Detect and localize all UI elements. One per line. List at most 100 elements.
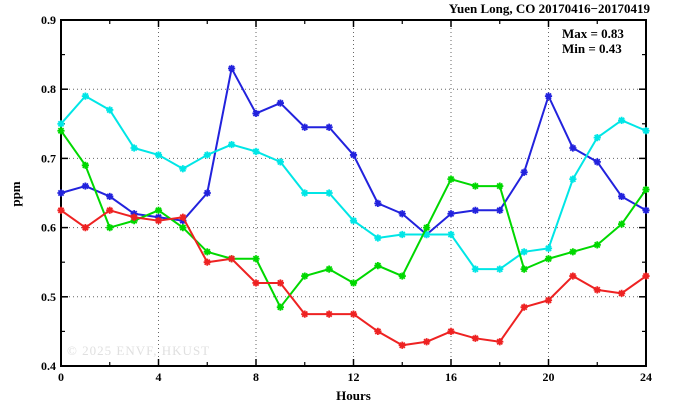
max-value-label: Max = 0.83	[562, 26, 624, 41]
series-red-marker	[301, 310, 309, 318]
series-cyan-marker	[398, 230, 406, 239]
series-cyan-line	[60, 95, 647, 271]
series-cyan-marker	[252, 147, 260, 156]
y-tick-label: 0.9	[41, 13, 56, 27]
series-blue-marker	[203, 189, 211, 197]
x-tick-label: 12	[348, 370, 360, 384]
series-blue-marker	[106, 192, 114, 201]
series-red-marker	[106, 206, 114, 214]
series-cyan-marker	[569, 175, 577, 183]
series-red-marker	[569, 272, 577, 280]
series-blue-marker	[618, 192, 626, 201]
series-red-marker	[642, 272, 650, 280]
series-green-marker	[179, 224, 187, 232]
minmax-legend: Max = 0.83 Min = 0.43	[562, 26, 624, 56]
series-cyan-marker	[57, 120, 65, 128]
series-blue-marker	[398, 210, 406, 218]
series-cyan-marker	[203, 151, 211, 159]
series-cyan-marker	[593, 134, 601, 142]
min-value-label: Min = 0.43	[562, 41, 622, 56]
series-red-marker	[544, 296, 553, 304]
series-red-marker	[471, 334, 479, 342]
series-green-marker	[593, 241, 601, 249]
series-blue-marker	[57, 189, 65, 197]
series-red-marker	[349, 310, 358, 318]
series-green-marker	[544, 255, 553, 263]
series-red-marker	[276, 279, 284, 287]
series-green-marker	[374, 262, 382, 270]
series-red-marker	[618, 289, 626, 297]
series-blue-marker	[349, 151, 358, 159]
series-cyan-marker	[618, 116, 626, 124]
series-cyan-marker	[325, 189, 333, 197]
series-red-marker	[179, 213, 187, 221]
series-green-marker	[252, 255, 260, 263]
series-cyan-marker	[374, 234, 382, 242]
series-red-marker	[447, 327, 455, 335]
series-green-marker	[423, 224, 431, 232]
x-axis-label: Hours	[336, 388, 371, 403]
series-red-marker	[398, 341, 406, 349]
x-tick-label: 16	[445, 370, 457, 384]
series-green-marker	[325, 265, 333, 273]
series-cyan-marker	[496, 265, 504, 273]
y-tick-label: 0.5	[41, 290, 56, 304]
watermark: © 2025 ENVF, HKUST	[67, 343, 211, 358]
series-cyan-marker	[228, 140, 236, 149]
series-cyan-marker	[447, 230, 455, 239]
series-red-marker	[423, 338, 431, 346]
series-blue-marker	[569, 144, 577, 152]
y-tick-label: 0.4	[41, 359, 56, 373]
series-cyan-marker	[154, 151, 163, 159]
series-red-marker	[520, 303, 528, 311]
series-cyan-marker	[301, 189, 309, 197]
series-blue-marker	[496, 206, 504, 214]
series-green-marker	[569, 248, 577, 256]
x-tick-label: 24	[640, 370, 652, 384]
series-red-marker	[57, 206, 65, 214]
series-cyan-marker	[276, 158, 284, 166]
series-red-marker	[228, 255, 236, 263]
series-green-marker	[642, 185, 650, 194]
series-red-marker	[203, 258, 211, 266]
series-cyan-marker	[349, 217, 358, 225]
x-tick-label: 8	[253, 370, 259, 384]
series-blue-marker	[447, 210, 455, 218]
series-cyan-marker	[642, 127, 650, 135]
series-blue-marker	[228, 64, 236, 73]
y-tick-label: 0.6	[41, 221, 56, 235]
x-tick-label: 20	[543, 370, 555, 384]
series-blue-marker	[301, 123, 309, 131]
series-cyan-marker	[423, 230, 431, 239]
series-green-marker	[106, 224, 114, 232]
series-blue-marker	[81, 182, 89, 190]
series-blue-marker	[325, 123, 333, 131]
series-red-marker	[496, 338, 504, 346]
series-cyan-marker	[544, 244, 553, 252]
series-red-marker	[374, 327, 382, 335]
series-cyan-marker	[520, 248, 528, 256]
series-green-marker	[447, 175, 455, 183]
series-green-marker	[203, 248, 211, 256]
series-red-marker	[81, 224, 89, 232]
y-axis-label: ppm	[8, 181, 23, 207]
chart-title: Yuen Long, CO 20170416−20170419	[448, 1, 650, 16]
series-green-marker	[57, 127, 65, 135]
series-green-marker	[471, 182, 479, 190]
series-cyan-marker	[106, 106, 114, 114]
series-cyan-marker	[471, 265, 479, 273]
series-blue-marker	[471, 206, 479, 214]
series-red-marker	[154, 217, 163, 225]
series-green-marker	[81, 161, 89, 169]
series-green-marker	[398, 272, 406, 280]
x-tick-label: 0	[58, 370, 64, 384]
series-green-marker	[520, 265, 528, 273]
series-cyan-marker	[130, 144, 138, 152]
series-blue-marker	[520, 168, 528, 176]
series-cyan-marker	[81, 92, 89, 100]
series-green-marker	[349, 279, 358, 287]
series-red-marker	[130, 213, 138, 221]
series-green-marker	[618, 220, 626, 228]
